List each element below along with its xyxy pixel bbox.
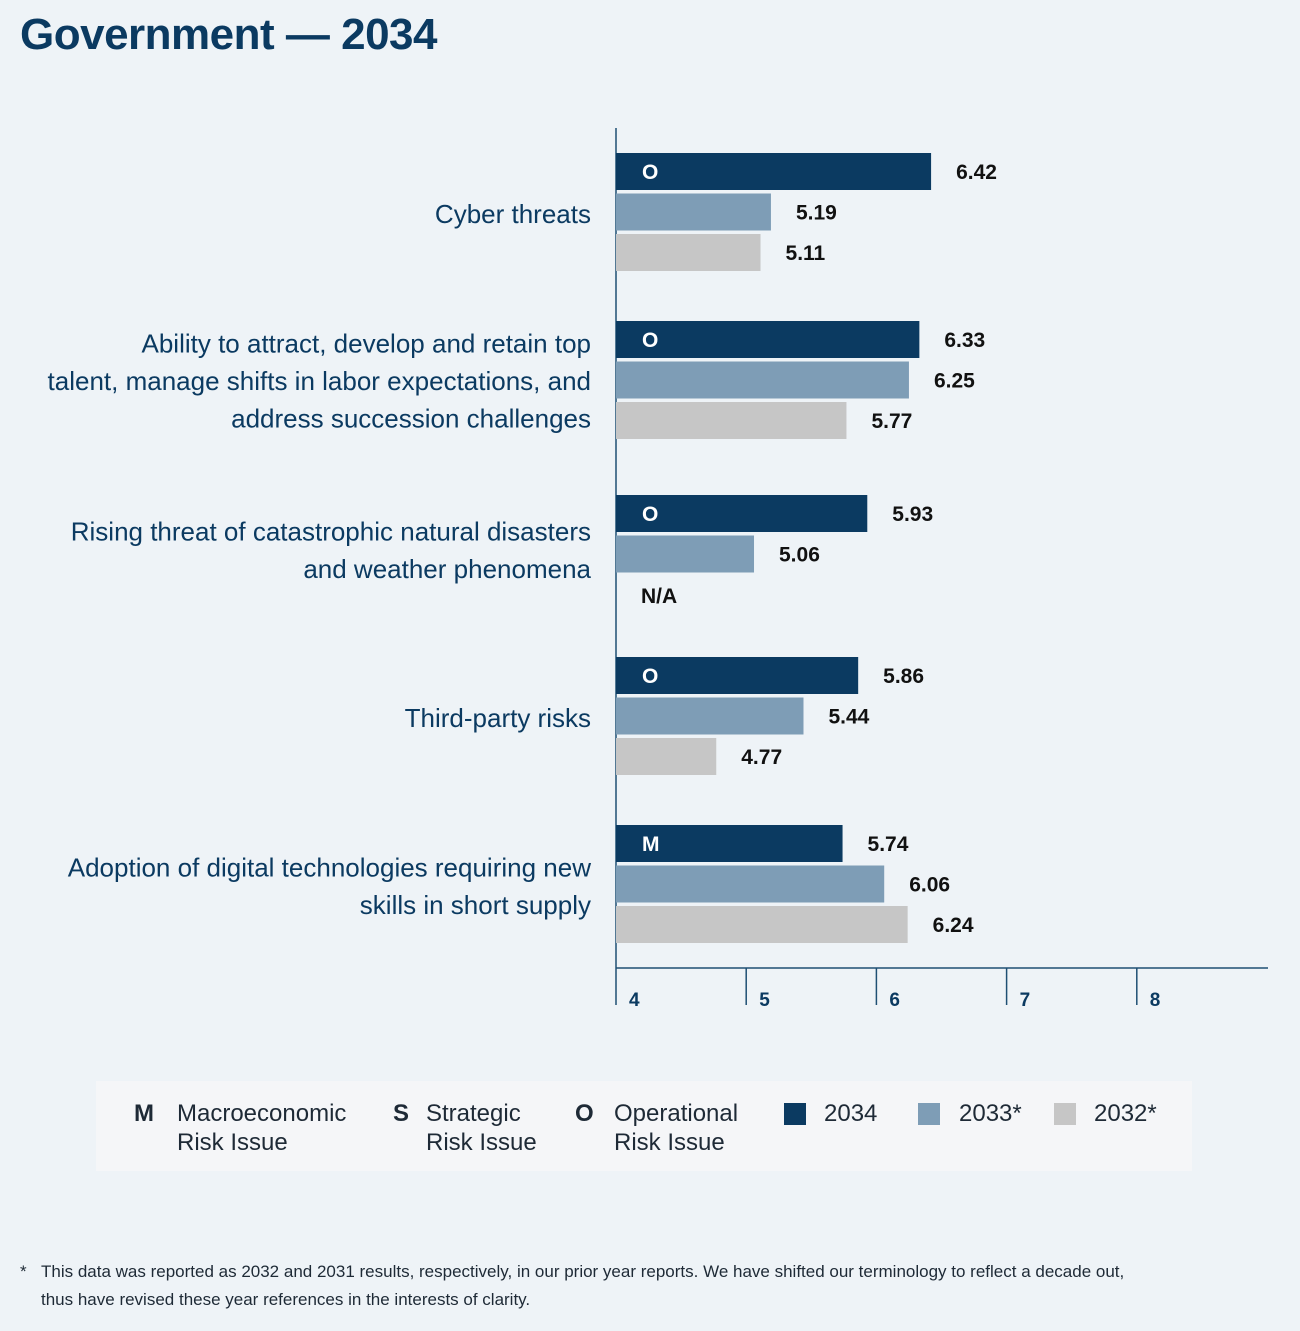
x-tick-label-4: 4 bbox=[629, 990, 640, 1011]
legend-operational-line1: Operational bbox=[614, 1100, 739, 1127]
footnote-asterisk: * bbox=[20, 1262, 27, 1281]
legend-2032-swatch bbox=[1054, 1103, 1076, 1125]
risk-type-marker-4: O bbox=[642, 665, 658, 688]
bar-2034-2 bbox=[616, 321, 920, 358]
legend-strategic-line1: Strategic bbox=[426, 1100, 521, 1127]
legend-macro-letter: M bbox=[134, 1100, 154, 1127]
bar-2034-1 bbox=[616, 153, 932, 190]
bar-2032-5 bbox=[616, 906, 908, 943]
bar-2033-5 bbox=[616, 865, 885, 903]
legend-strategic-line2: Risk Issue bbox=[426, 1129, 537, 1156]
category-label-3-line-2: and weather phenomena bbox=[303, 554, 591, 584]
category-label-5-line-1: Adoption of digital technologies requiri… bbox=[68, 852, 591, 882]
bar-2032-4 bbox=[616, 738, 717, 775]
bar-2033-4 bbox=[616, 697, 804, 735]
value-label-2034-2: 6.33 bbox=[944, 329, 985, 352]
bar-2032-2 bbox=[616, 402, 847, 439]
risk-type-marker-2: O bbox=[642, 329, 658, 352]
x-tick-label-7: 7 bbox=[1020, 990, 1031, 1011]
category-label-4-line-1: Third-party risks bbox=[405, 703, 591, 733]
x-tick-label-8: 8 bbox=[1150, 990, 1161, 1011]
legend: M Macroeconomic Risk Issue S Strategic R… bbox=[96, 1081, 1192, 1171]
value-label-2033-2: 6.25 bbox=[934, 370, 975, 393]
legend-strategic-letter: S bbox=[393, 1100, 410, 1127]
value-label-2033-5: 6.06 bbox=[909, 874, 950, 897]
bar-2034-4 bbox=[616, 657, 859, 694]
legend-2034-swatch bbox=[784, 1103, 806, 1125]
legend-operational-letter: O bbox=[575, 1100, 594, 1127]
legend-macro-line2: Risk Issue bbox=[177, 1129, 288, 1156]
bar-2033-3 bbox=[616, 535, 755, 573]
value-label-2033-1: 5.19 bbox=[796, 202, 837, 225]
x-tick-label-5: 5 bbox=[759, 990, 770, 1011]
value-label-2033-4: 5.44 bbox=[828, 706, 869, 729]
category-label-3-line-1: Rising threat of catastrophic natural di… bbox=[71, 516, 591, 546]
category-label-2-line-1: Ability to attract, develop and retain t… bbox=[142, 329, 592, 359]
bar-2034-5 bbox=[616, 825, 843, 862]
value-label-2034-5: 5.74 bbox=[868, 833, 909, 856]
legend-2032-label: 2032* bbox=[1094, 1100, 1157, 1127]
value-label-2032-4: 4.77 bbox=[741, 746, 782, 769]
value-label-2032-2: 5.77 bbox=[871, 410, 912, 433]
bar-2033-1 bbox=[616, 193, 771, 231]
legend-2034-label: 2034 bbox=[824, 1100, 878, 1127]
value-label-2033-3: 5.06 bbox=[779, 544, 820, 567]
legend-operational-line2: Risk Issue bbox=[614, 1129, 725, 1156]
category-label-2-line-2: talent, manage shifts in labor expectati… bbox=[48, 366, 591, 396]
value-label-2034-4: 5.86 bbox=[883, 665, 924, 688]
footnote-line1: This data was reported as 2032 and 2031 … bbox=[41, 1262, 1125, 1281]
bar-2032-1 bbox=[616, 234, 761, 271]
page-title: Government — 2034 bbox=[20, 10, 438, 59]
bar-2033-2 bbox=[616, 361, 909, 399]
risk-type-marker-1: O bbox=[642, 161, 658, 184]
value-label-2034-3: 5.93 bbox=[892, 503, 933, 526]
value-label-2032-1: 5.11 bbox=[786, 242, 826, 265]
category-label-2-line-3: address succession challenges bbox=[231, 404, 591, 434]
legend-strategic-label: Strategic Risk Issue bbox=[426, 1099, 537, 1157]
legend-2033-label: 2033* bbox=[959, 1100, 1022, 1127]
risk-type-marker-3: O bbox=[642, 503, 658, 526]
category-label-5-line-2: skills in short supply bbox=[360, 890, 591, 920]
legend-operational-label: Operational Risk Issue bbox=[614, 1099, 738, 1157]
legend-2033-swatch bbox=[918, 1103, 940, 1125]
footnote-line2: thus have revised these year references … bbox=[41, 1290, 531, 1309]
value-label-2032-5: 6.24 bbox=[933, 914, 974, 937]
category-label-1-line-1: Cyber threats bbox=[435, 199, 591, 229]
bar-chart: 4 5 6 7 8 Cyber threats 6.42 O 5.19 5.11 Ability t… bbox=[48, 128, 1268, 1011]
risk-type-marker-5: M bbox=[642, 833, 660, 856]
footnote: * This data was reported as 2032 and 203… bbox=[20, 1258, 1220, 1314]
value-label-2034-1: 6.42 bbox=[956, 161, 997, 184]
na-label-3: N/A bbox=[641, 585, 677, 608]
bar-2034-3 bbox=[616, 495, 868, 532]
legend-macro-label: Macroeconomic Risk Issue bbox=[177, 1099, 346, 1157]
legend-macro-line1: Macroeconomic bbox=[177, 1100, 347, 1127]
x-tick-label-6: 6 bbox=[889, 990, 900, 1011]
